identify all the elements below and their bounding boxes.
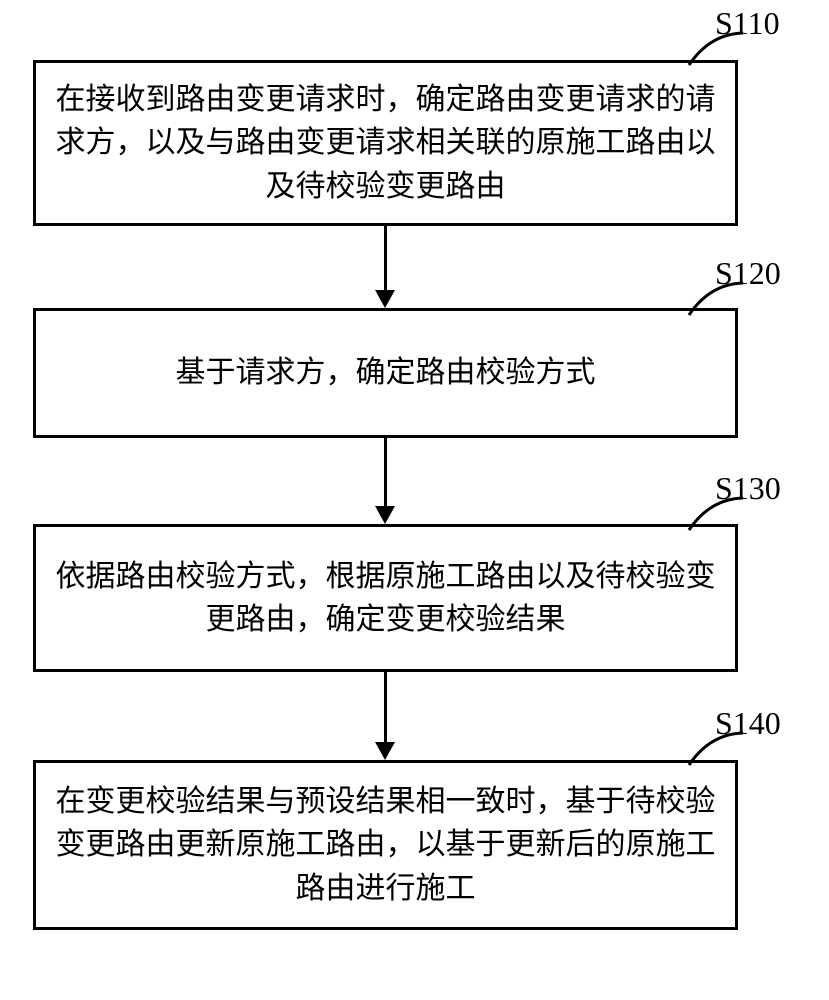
flow-arrow-head-1 (375, 290, 395, 308)
label-connector-curve (685, 730, 747, 768)
flow-step-text: 基于请求方，确定路由校验方式 (176, 351, 596, 395)
flow-arrow-3 (384, 672, 387, 742)
label-connector-curve (685, 280, 747, 318)
flow-arrow-2 (384, 438, 387, 506)
flow-step-text: 在变更校验结果与预设结果相一致时，基于待校验变更路由更新原施工路由，以基于更新后… (54, 780, 717, 911)
flow-step-text: 在接收到路由变更请求时，确定路由变更请求的请求方，以及与路由变更请求相关联的原施… (54, 78, 717, 209)
flow-step-4: 在变更校验结果与预设结果相一致时，基于待校验变更路由更新原施工路由，以基于更新后… (33, 760, 738, 930)
flow-arrow-head-3 (375, 742, 395, 760)
flow-step-1: 在接收到路由变更请求时，确定路由变更请求的请求方，以及与路由变更请求相关联的原施… (33, 60, 738, 226)
flow-arrow-1 (384, 226, 387, 290)
flow-step-text: 依据路由校验方式，根据原施工路由以及待校验变更路由，确定变更校验结果 (54, 555, 717, 642)
flowchart-canvas: 在接收到路由变更请求时，确定路由变更请求的请求方，以及与路由变更请求相关联的原施… (0, 0, 829, 1000)
flow-step-3: 依据路由校验方式，根据原施工路由以及待校验变更路由，确定变更校验结果 (33, 524, 738, 672)
label-connector-curve (685, 30, 747, 68)
label-connector-curve (685, 495, 747, 533)
flow-arrow-head-2 (375, 506, 395, 524)
flow-step-2: 基于请求方，确定路由校验方式 (33, 308, 738, 438)
